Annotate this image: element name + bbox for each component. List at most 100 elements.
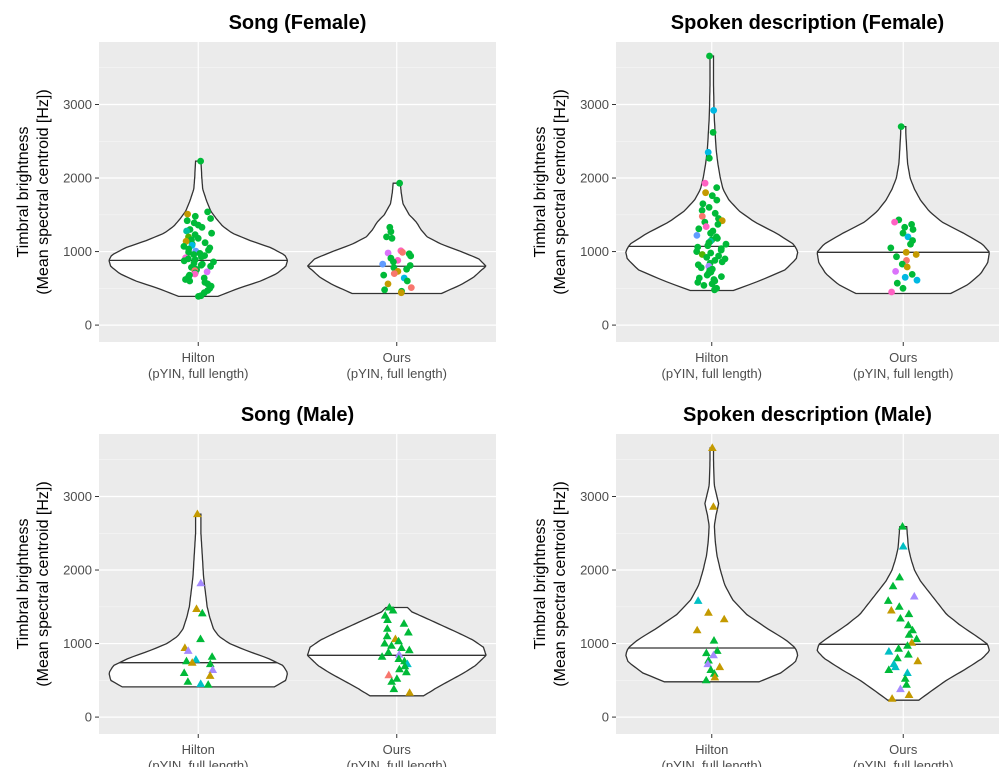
data-point xyxy=(382,631,392,640)
data-point xyxy=(711,286,718,294)
data-point xyxy=(203,268,211,276)
chart-title: Spoken description (Female) xyxy=(671,12,944,34)
x-tick-label: (pYIN, full length) xyxy=(347,758,447,767)
data-point xyxy=(394,650,404,658)
data-point xyxy=(198,253,205,261)
data-point xyxy=(907,638,917,646)
data-point xyxy=(701,179,709,187)
data-point xyxy=(183,646,193,654)
data-point xyxy=(383,233,390,241)
x-tick-label: Ours xyxy=(889,742,918,757)
data-point xyxy=(405,688,414,696)
x-tick-label: (pYIN, full length) xyxy=(662,758,762,767)
y-tick-label: 3000 xyxy=(63,97,92,112)
data-point xyxy=(888,581,898,590)
data-point xyxy=(698,212,706,220)
data-point xyxy=(191,212,199,220)
data-point xyxy=(899,284,907,292)
data-point xyxy=(187,658,197,666)
x-tick-label: (pYIN, full length) xyxy=(347,366,447,381)
data-point xyxy=(201,239,209,247)
data-point xyxy=(207,215,215,222)
data-point xyxy=(899,229,907,237)
data-point xyxy=(707,249,715,257)
data-point xyxy=(702,648,711,657)
data-point xyxy=(909,591,919,600)
data-point xyxy=(896,684,905,693)
data-point xyxy=(198,223,206,231)
data-point xyxy=(208,665,218,673)
data-point xyxy=(387,677,396,685)
x-tick-label: (pYIN, full length) xyxy=(148,366,248,381)
y-tick-label: 0 xyxy=(85,710,92,725)
data-point xyxy=(383,615,392,623)
data-point xyxy=(403,265,410,273)
data-point xyxy=(693,596,703,604)
data-point xyxy=(893,253,900,261)
data-point xyxy=(183,677,193,685)
data-point xyxy=(705,154,713,162)
data-point xyxy=(197,157,205,165)
y-tick-label: 3000 xyxy=(580,489,609,504)
plot-background xyxy=(616,434,999,734)
panel-song-female: 0 1000 2000 3000 Hilton (pYIN, full length) Ou… xyxy=(0,0,503,383)
data-point xyxy=(709,669,719,677)
data-point xyxy=(377,652,387,660)
data-point xyxy=(701,675,711,684)
x-tick-label: (pYIN, full length) xyxy=(853,366,953,381)
panel-song-male: 0 1000 2000 3000 Hilton (pYIN, full length) Ou… xyxy=(0,392,503,767)
data-point xyxy=(180,257,188,265)
plot-background xyxy=(99,42,496,342)
data-point xyxy=(196,679,206,687)
data-point xyxy=(888,288,895,296)
data-point xyxy=(913,276,921,284)
data-point xyxy=(719,614,729,623)
data-point xyxy=(389,684,399,693)
data-point xyxy=(903,620,913,629)
x-tick-label: Hilton xyxy=(182,350,215,365)
data-point xyxy=(893,653,902,662)
data-point xyxy=(884,665,894,673)
data-point xyxy=(403,277,411,285)
data-point xyxy=(381,286,388,294)
data-point xyxy=(179,668,189,676)
y-axis-label: Timbral brightness xyxy=(15,518,32,649)
violin-shape xyxy=(306,606,487,697)
data-point xyxy=(380,271,388,279)
data-point xyxy=(901,223,909,231)
data-point xyxy=(897,123,905,130)
data-point xyxy=(397,643,406,651)
data-point xyxy=(892,268,899,275)
data-point xyxy=(703,659,713,668)
y-tick-label: 2000 xyxy=(63,171,92,186)
data-point xyxy=(904,650,913,658)
data-point xyxy=(891,218,898,226)
data-point xyxy=(912,634,921,643)
data-point xyxy=(694,279,702,286)
data-point xyxy=(714,234,721,242)
data-point xyxy=(709,502,718,510)
data-point xyxy=(900,674,910,682)
data-point xyxy=(384,249,392,257)
data-point xyxy=(702,189,709,197)
data-point xyxy=(912,251,920,258)
y-tick-label: 1000 xyxy=(63,244,92,259)
x-tick-label: Hilton xyxy=(695,742,728,757)
data-point xyxy=(205,659,215,668)
y-axis-label: (Mean spectral centroid [Hz]) xyxy=(552,89,569,294)
chart-title: Song (Male) xyxy=(241,404,354,426)
data-point xyxy=(195,293,202,300)
data-point xyxy=(193,509,202,518)
data-point xyxy=(184,210,192,218)
data-point xyxy=(205,671,215,679)
data-point xyxy=(704,608,713,616)
chart-title: Song (Female) xyxy=(229,12,367,34)
data-point xyxy=(394,654,404,662)
x-tick-label: Hilton xyxy=(695,350,728,365)
x-tick-label: Ours xyxy=(383,350,412,365)
data-point xyxy=(896,614,905,622)
data-point xyxy=(703,271,711,279)
y-tick-label: 0 xyxy=(85,318,92,333)
